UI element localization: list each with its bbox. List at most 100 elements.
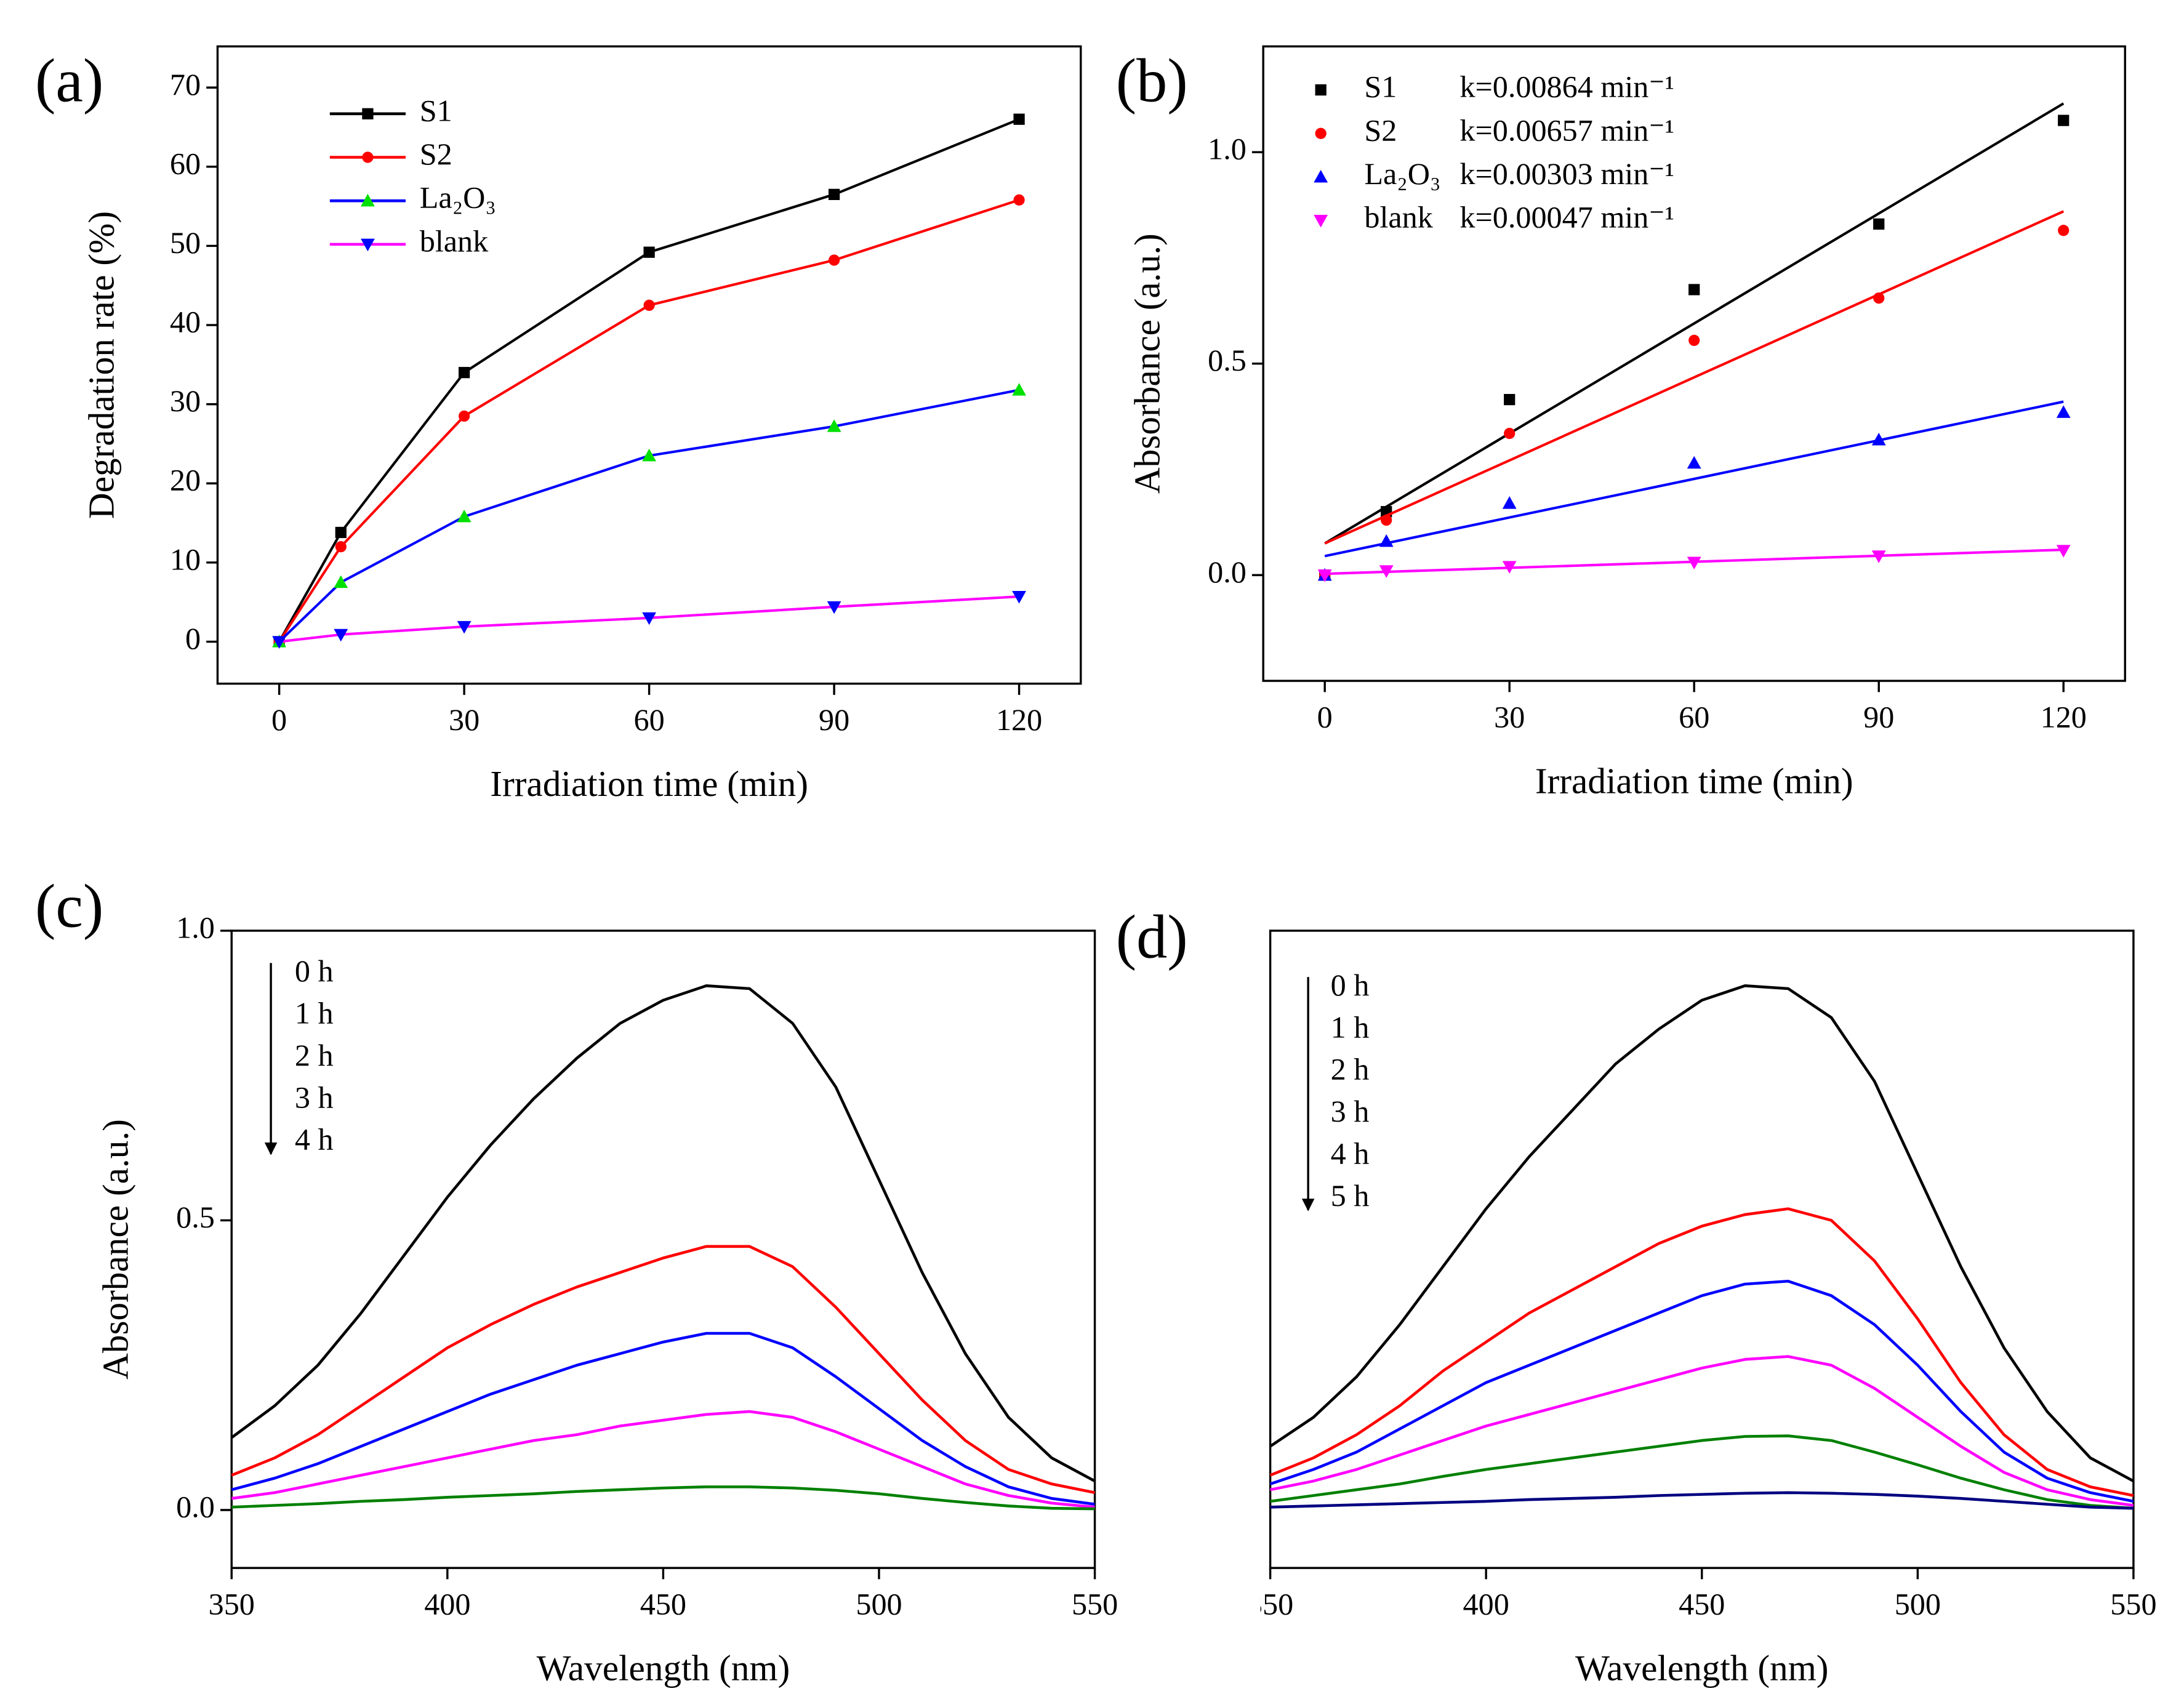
marker [1687, 456, 1701, 469]
marker [1314, 170, 1328, 183]
legend-label: S1 [420, 93, 452, 127]
x-tick-label: 400 [424, 1586, 470, 1621]
x-tick-label: 60 [634, 702, 665, 737]
marker [362, 151, 374, 163]
spectrum-line [1270, 1491, 2134, 1510]
x-tick-label: 90 [819, 702, 849, 737]
x-tick-label: 120 [2041, 699, 2087, 734]
marker [1379, 534, 1394, 547]
marker [1381, 514, 1392, 526]
marker [1873, 218, 1885, 230]
x-tick-label: 450 [640, 1586, 686, 1621]
y-axis-title: Absorbance (a.u.) [1126, 233, 1167, 494]
x-tick-label: 30 [1494, 699, 1525, 734]
y-tick-label: 70 [170, 67, 201, 102]
marker [458, 367, 470, 379]
legend-label: 5 h [1331, 1178, 1370, 1213]
legend-label: 0 h [295, 954, 334, 988]
x-tick-label: 60 [1679, 699, 1709, 734]
legend-label: La₂O₃ [1364, 156, 1440, 191]
x-tick-label: 450 [1679, 1586, 1725, 1621]
legend-label: 1 h [295, 996, 334, 1030]
spectrum-line [1269, 1207, 2134, 1497]
marker [361, 193, 375, 207]
marker [2056, 405, 2071, 418]
marker [1502, 496, 1517, 509]
panel-label: (a) [35, 47, 103, 115]
legend-label: blank [1364, 200, 1433, 235]
marker [1315, 127, 1327, 139]
legend-rate: k=0.00864 min⁻¹ [1459, 70, 1674, 104]
marker [362, 108, 374, 119]
x-tick-label: 30 [449, 702, 480, 737]
panel-label: (c) [35, 872, 103, 940]
panel-label: (d) [1116, 902, 1188, 971]
y-tick-label: 0 [185, 621, 201, 656]
marker [827, 601, 841, 614]
marker [1379, 565, 1394, 578]
marker [334, 629, 348, 642]
legend-rate: k=0.00303 min⁻¹ [1459, 156, 1674, 191]
spectrum-line [231, 1485, 1095, 1511]
marker [642, 612, 656, 625]
fit-line [1324, 102, 2065, 545]
x-axis: 0 30 60 90 120 [271, 702, 1042, 737]
y-tick-label: 20 [170, 463, 201, 497]
marker [1504, 393, 1516, 406]
x-tick-label: 550 [1072, 1586, 1118, 1621]
spectrum-line [231, 1245, 1096, 1495]
legend-label: S2 [420, 137, 452, 171]
legend-label: 3 h [295, 1080, 334, 1114]
data-line [278, 388, 1019, 643]
spectrum-line [1270, 1434, 2134, 1510]
marker [643, 246, 655, 258]
marker [1871, 550, 1886, 563]
spectrum-line [230, 984, 1096, 1482]
y-axis-title: Absorbance (a.u.) [95, 1119, 135, 1380]
marker [1012, 383, 1026, 396]
data-line [278, 118, 1020, 643]
fit-line [1324, 400, 2064, 558]
marker [1314, 215, 1328, 228]
x-tick-label: 90 [1863, 699, 1894, 734]
legend-label: 3 h [1331, 1094, 1370, 1128]
data-line [279, 595, 1019, 643]
marker [1013, 113, 1025, 125]
legend-label: 4 h [1331, 1136, 1370, 1171]
marker [335, 526, 347, 539]
marker [828, 188, 840, 200]
x-tick-label: 350 [1247, 1586, 1293, 1621]
y-tick-label: 10 [170, 542, 201, 576]
y-tick-label: 1.0 [176, 910, 215, 944]
marker [1012, 591, 1026, 604]
y-tick-label: 30 [170, 384, 201, 418]
x-tick-label: 0 [1317, 699, 1333, 734]
spectrum-line [1269, 1279, 2134, 1503]
marker [1504, 427, 1516, 440]
x-axis-title: Wavelength (nm) [1575, 1647, 1829, 1688]
y-axis-title: Degradation rate (%) [81, 211, 122, 519]
marker [642, 448, 656, 462]
marker [334, 575, 348, 588]
marker [1688, 284, 1700, 295]
spectrum-line [231, 1410, 1095, 1509]
marker [1013, 194, 1025, 206]
legend-label: blank [420, 223, 489, 258]
marker [1317, 569, 1332, 582]
marker [2056, 545, 2071, 558]
marker [827, 419, 841, 432]
marker [457, 621, 472, 634]
panel: (a) 0 30 60 90 120 0 10 20 30 40 50 60 70 Irradiation … [35, 45, 1082, 804]
y-tick-label: 0.0 [176, 1490, 215, 1524]
marker [361, 238, 375, 252]
legend-rate: k=0.00047 min⁻¹ [1459, 200, 1674, 235]
legend-label: S1 [1364, 70, 1397, 104]
panel: (b) 0 30 60 90 120 0.0 0.5 1.0 Irradiation time (… [1116, 45, 2126, 801]
y-tick-label: 0.5 [176, 1200, 215, 1234]
marker [2058, 114, 2070, 126]
x-axis-title: Wavelength (nm) [537, 1647, 790, 1688]
legend-label: 2 h [295, 1038, 334, 1072]
x-axis: 350 400 450 500 550 [209, 1586, 1118, 1621]
